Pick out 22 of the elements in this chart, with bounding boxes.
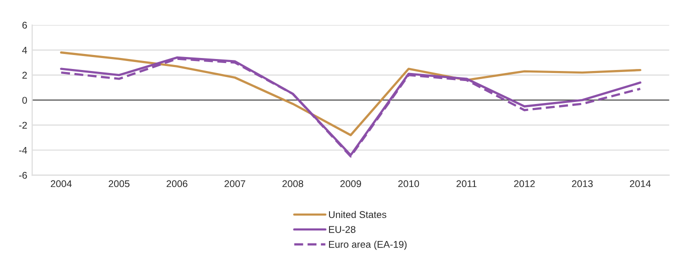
legend-label: Euro area (EA-19) (329, 240, 407, 250)
x-tick-label: 2007 (224, 180, 246, 188)
y-tick-label: -6 (19, 172, 27, 179)
x-tick-label: 2011 (456, 180, 476, 188)
x-tick-label: 2006 (166, 180, 188, 188)
x-tick-label: 2012 (514, 180, 535, 188)
y-tick-label: 2 (22, 72, 27, 79)
y-tick-label: 6 (22, 22, 27, 29)
x-tick-label: 2010 (398, 180, 420, 188)
line-series (60, 51, 642, 136)
y-tick-label: -2 (19, 122, 27, 129)
y-tick-label: 0 (22, 96, 27, 104)
x-tick-label: 2008 (282, 180, 304, 188)
y-tick-label: 4 (22, 46, 28, 54)
y-tick-label: -4 (19, 146, 28, 154)
x-tick-label: 2004 (50, 180, 72, 188)
x-tick-label: 2013 (572, 180, 593, 188)
x-tick-label: 2005 (108, 180, 130, 188)
x-tick-label: 2009 (340, 180, 362, 188)
legend-label: United States (329, 210, 386, 218)
legend-label: EU-28 (329, 226, 356, 233)
x-tick-label: 2014 (630, 180, 651, 188)
